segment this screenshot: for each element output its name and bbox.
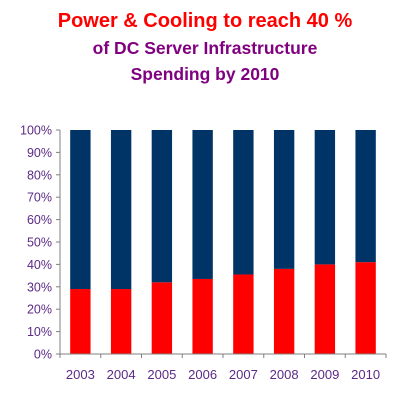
chart-title-line-1: Power & Cooling to reach 40 % bbox=[57, 10, 353, 32]
x-tick-label-2003: 2003 bbox=[66, 367, 95, 382]
x-tick-label-2004: 2004 bbox=[107, 367, 136, 382]
y-tick-label-6: 60% bbox=[27, 213, 52, 227]
bar-2007-top bbox=[233, 130, 254, 275]
x-tick-label-2007: 2007 bbox=[229, 367, 258, 382]
bar-2009-top bbox=[314, 130, 336, 265]
bar-2005-top bbox=[151, 130, 173, 283]
bar-2010-top bbox=[355, 130, 376, 263]
chart-title-line-2: of DC Server Infrastructure bbox=[92, 38, 318, 58]
bar-2010-bottom bbox=[355, 262, 376, 354]
bar-2004-top bbox=[110, 130, 132, 290]
bar-2003-top bbox=[70, 130, 91, 290]
bar-2008-top bbox=[273, 130, 295, 269]
y-tick-label-5: 50% bbox=[27, 236, 52, 250]
x-tick-label-2008: 2008 bbox=[270, 367, 299, 382]
y-tick-label-8: 80% bbox=[27, 168, 52, 182]
bar-2008-bottom bbox=[273, 268, 295, 354]
y-tick-label-3: 30% bbox=[27, 280, 52, 294]
x-tick-label-2009: 2009 bbox=[310, 367, 339, 382]
y-tick-label-9: 90% bbox=[27, 146, 52, 160]
bar-2007-bottom bbox=[233, 274, 254, 354]
y-tick-label-2: 20% bbox=[27, 303, 52, 317]
y-tick-label-1: 10% bbox=[27, 325, 52, 339]
y-tick-label-0: 0% bbox=[34, 348, 52, 362]
bar-2004-bottom bbox=[110, 289, 132, 354]
bar-2009-bottom bbox=[314, 264, 336, 354]
x-tick-label-2006: 2006 bbox=[188, 367, 217, 382]
chart-title-line-3: Spending by 2010 bbox=[130, 64, 280, 84]
bar-2003-bottom bbox=[70, 289, 91, 354]
y-tick-label-7: 70% bbox=[27, 191, 52, 205]
x-tick-label-2005: 2005 bbox=[147, 367, 176, 382]
bar-2005-bottom bbox=[151, 282, 173, 354]
y-tick-label-10: 100% bbox=[20, 124, 52, 138]
bar-2006-bottom bbox=[192, 278, 213, 354]
y-tick-label-4: 40% bbox=[27, 258, 52, 272]
x-tick-label-2010: 2010 bbox=[351, 367, 380, 382]
bar-2006-top bbox=[192, 130, 213, 279]
